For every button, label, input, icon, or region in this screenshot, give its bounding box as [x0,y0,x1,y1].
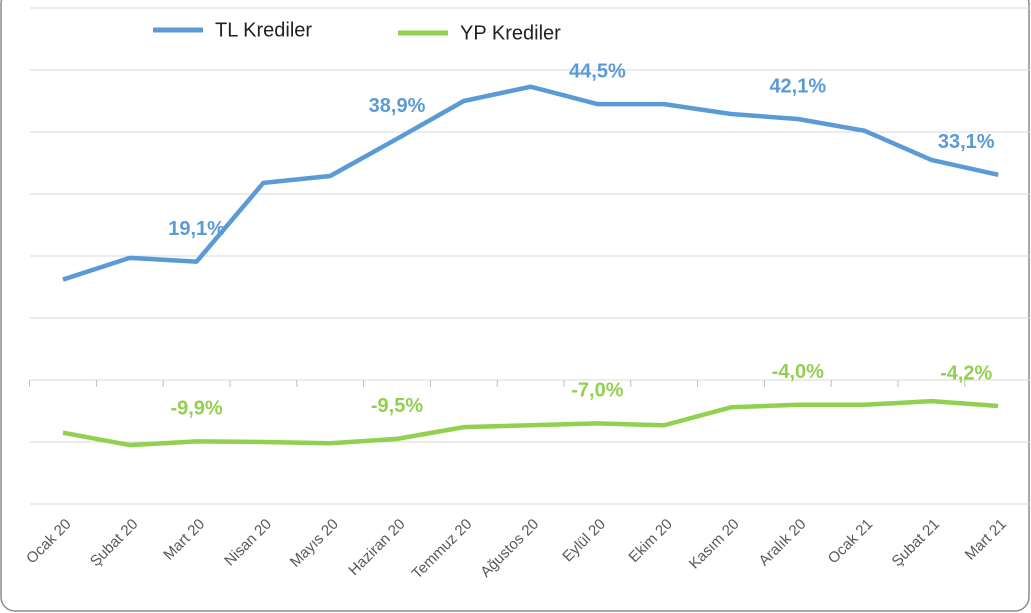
data-label: -4,0% [772,361,824,383]
data-label: 42,1% [769,75,826,97]
data-label: 33,1% [938,131,995,153]
data-label: -4,2% [940,362,992,384]
series-line [62,398,999,448]
data-label: 19,1% [168,218,225,240]
legend-label: YP Krediler [460,22,561,44]
data-label: -9,5% [371,395,423,417]
data-label: -7,0% [571,380,623,402]
data-label: -9,9% [170,398,222,420]
data-label: 44,5% [569,60,626,82]
series-line [62,84,999,282]
legend-label: TL Krediler [215,19,312,41]
data-label: 38,9% [369,95,426,117]
